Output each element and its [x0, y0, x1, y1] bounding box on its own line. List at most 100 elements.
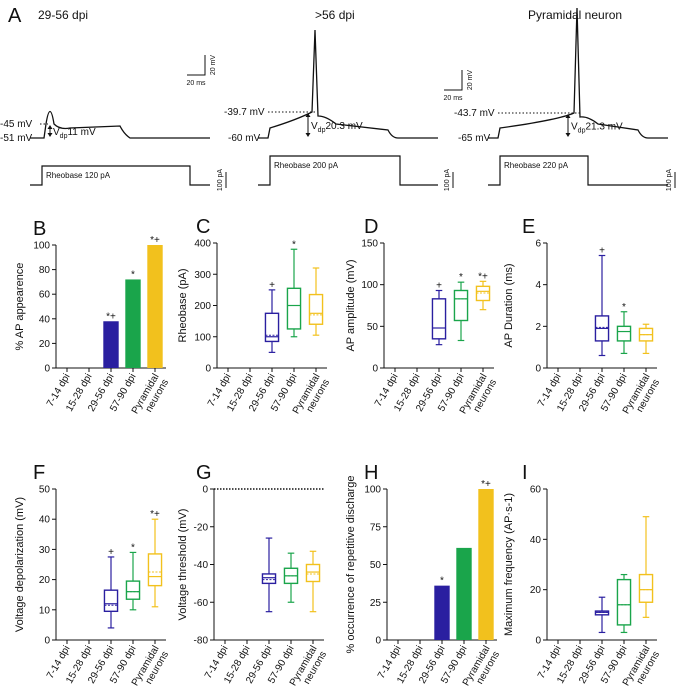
scale-bar-voltage-label: 20 mV	[467, 70, 474, 91]
y-tick-label: 60	[39, 290, 51, 301]
rest-label: -51 mV	[0, 133, 33, 144]
vdp-subscript: dp	[60, 133, 68, 140]
significance-marker: +	[599, 246, 605, 257]
y-axis-label: AP amplitude (mV)	[345, 259, 357, 351]
y-tick-label: 0	[202, 485, 208, 496]
y-tick-label: 20	[530, 585, 542, 596]
threshold-label: -39.7 mV	[224, 107, 265, 118]
scale-bar	[187, 55, 206, 76]
chart-panel-h: H 0 25 50 75 100 % occurrence of repetitive di…	[345, 462, 502, 687]
box	[616, 578, 632, 626]
bar	[125, 279, 141, 368]
y-tick-label: 0	[372, 364, 378, 375]
y-tick-label: 80	[39, 265, 51, 276]
box	[638, 573, 654, 603]
y-tick-label: 10	[39, 605, 51, 616]
y-axis-label: Voltage threshold (mV)	[177, 509, 189, 621]
y-axis-label: Rheobase (pA)	[177, 269, 189, 343]
box	[103, 589, 119, 613]
y-tick-label: 0	[44, 364, 50, 375]
significance-marker: *+	[478, 271, 488, 282]
vdp-symbol: V	[571, 122, 578, 133]
current-step	[258, 155, 438, 186]
box	[616, 325, 632, 342]
box	[431, 298, 447, 340]
vdp-symbol: V	[311, 121, 318, 132]
scale-bar	[444, 70, 463, 91]
current-scale-label: 100 pA	[666, 169, 673, 192]
threshold-label: -45 mV	[0, 119, 33, 130]
significance-marker: *+	[481, 479, 491, 490]
vdp-label: Vdp21.3 mV	[571, 122, 623, 135]
significance-marker: *+	[150, 235, 160, 246]
significance-marker: +	[108, 547, 114, 558]
y-tick-label: 400	[194, 239, 211, 250]
y-tick-label: 40	[530, 535, 542, 546]
y-tick-label: 30	[39, 545, 51, 556]
bar	[147, 245, 163, 368]
y-tick-label: 25	[370, 598, 382, 609]
voltage-trace	[258, 29, 438, 139]
vdp-value: 11 mV	[67, 127, 95, 138]
y-axis-label: AP Duration (ms)	[503, 263, 515, 347]
panel-label: F	[33, 462, 45, 484]
y-tick-label: 0	[535, 364, 541, 375]
panel-label: H	[364, 462, 378, 484]
y-tick-label: 50	[370, 560, 382, 571]
current-step	[30, 165, 210, 186]
bar	[434, 585, 450, 640]
threshold-label: -43.7 mV	[454, 108, 495, 119]
trace-title: 29-56 dpi	[38, 8, 88, 22]
trace-panel: >56 dpi -39.7 mV -60 mV Vdp20.3 mV Rheobase …	[224, 8, 438, 186]
bar	[478, 489, 494, 640]
significance-marker: *	[131, 542, 135, 553]
box	[264, 312, 280, 343]
y-tick-label: 60	[530, 485, 542, 496]
y-tick-label: 50	[367, 322, 379, 333]
box	[147, 553, 163, 587]
y-tick-label: 200	[194, 301, 211, 312]
y-tick-label: 40	[39, 314, 51, 325]
y-tick-label: 20	[39, 575, 51, 586]
significance-marker: *	[459, 272, 463, 283]
vdp-symbol: V	[53, 127, 60, 138]
y-tick-label: 100	[361, 280, 378, 291]
y-tick-label: 6	[535, 239, 541, 250]
y-tick-label: 20	[39, 339, 51, 350]
panel-label-a: A	[8, 5, 22, 27]
y-tick-label: 100	[194, 332, 211, 343]
y-tick-label: 75	[370, 522, 382, 533]
y-tick-label: 0	[535, 636, 541, 647]
box	[305, 563, 321, 583]
current-step	[488, 155, 668, 186]
y-tick-label: 50	[39, 485, 51, 496]
y-axis-label: % AP appearence	[14, 263, 26, 351]
voltage-trace	[488, 7, 668, 139]
scale-bar-time-label: 20 ms	[443, 95, 463, 102]
y-tick-label: -60	[194, 598, 209, 609]
box	[125, 580, 141, 600]
panel-label: I	[522, 462, 528, 484]
significance-marker: *	[292, 239, 296, 250]
trace-title: >56 dpi	[315, 8, 355, 22]
significance-marker: *+	[106, 311, 116, 322]
panel-label: C	[196, 216, 210, 238]
significance-marker: *	[622, 302, 626, 313]
y-tick-label: -20	[194, 522, 209, 533]
panel-label: B	[33, 218, 46, 240]
scale-bar-time-label: 20 ms	[186, 80, 206, 87]
y-tick-label: 300	[194, 270, 211, 281]
y-tick-label: 0	[44, 636, 50, 647]
current-scale-label: 100 pA	[444, 169, 451, 192]
y-tick-label: -80	[194, 636, 209, 647]
rheobase-label: Rheobase 200 pA	[274, 161, 339, 170]
panel-label: E	[522, 216, 535, 238]
box	[594, 610, 610, 616]
box	[286, 287, 302, 330]
